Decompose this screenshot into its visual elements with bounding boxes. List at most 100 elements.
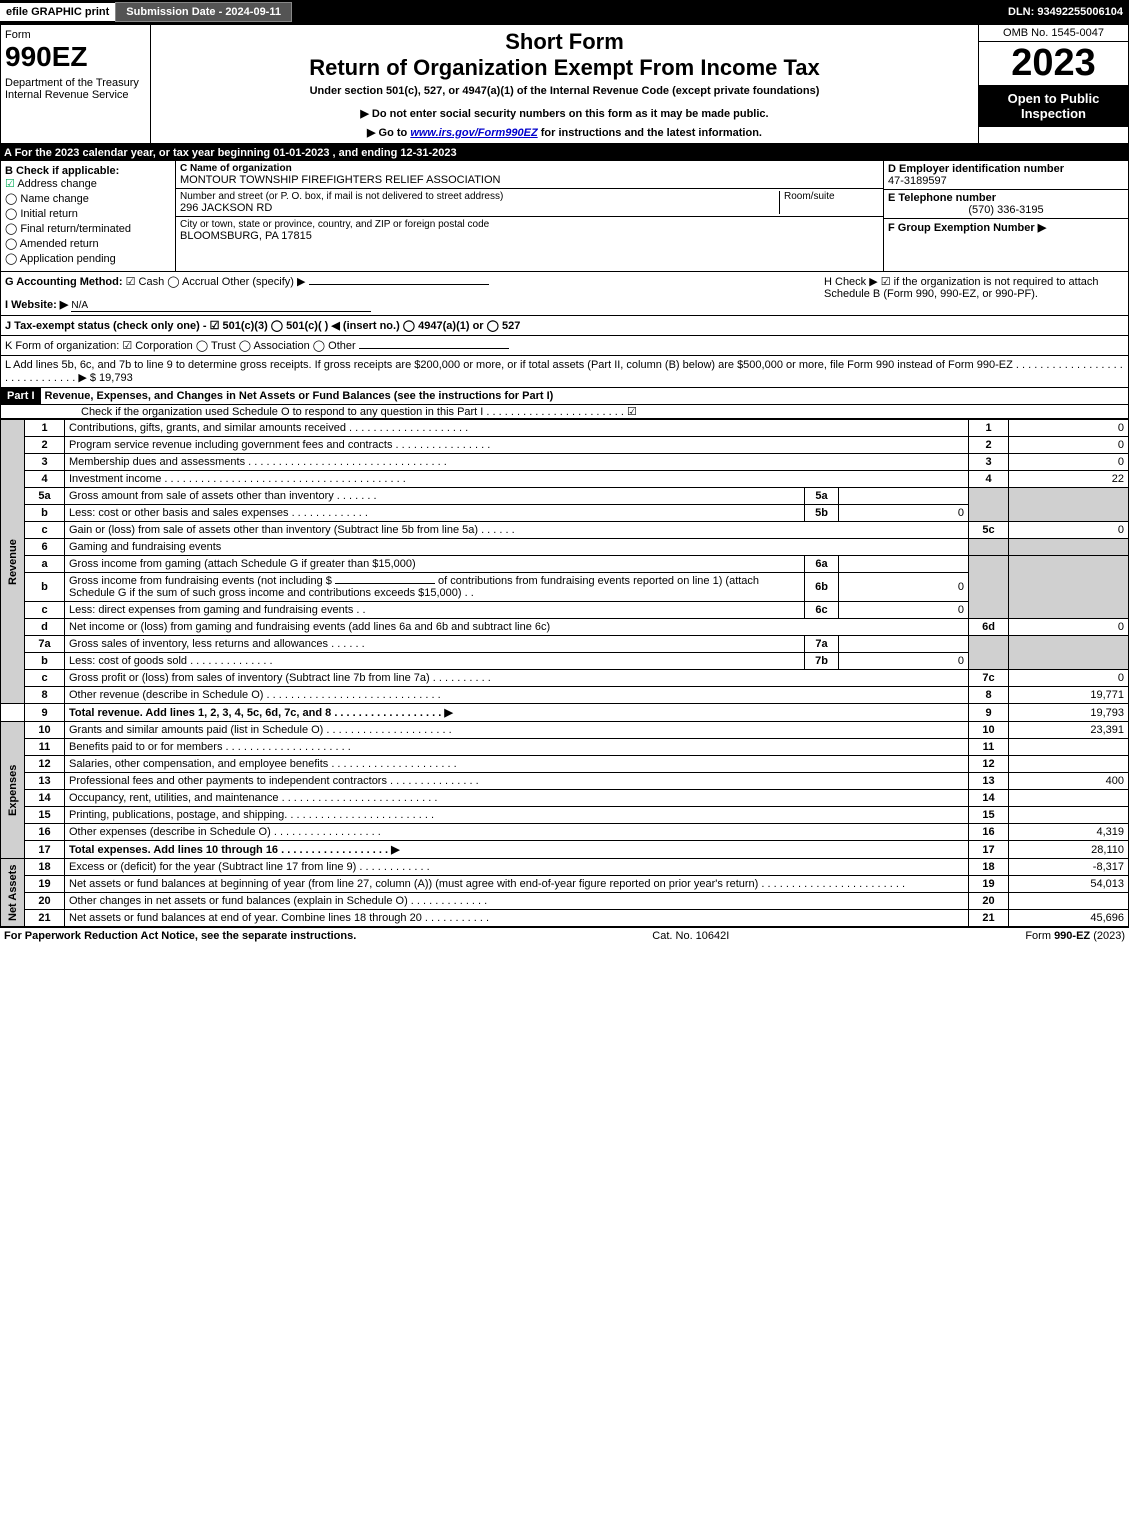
chk-final-return-label: Final return/terminated	[20, 223, 131, 235]
chk-address-change[interactable]: ☑ Address change	[5, 177, 171, 190]
line-18-box: 18	[969, 859, 1009, 876]
g-accrual[interactable]: ◯ Accrual	[167, 276, 218, 288]
g-cash[interactable]: ☑ Cash	[126, 276, 165, 288]
footer-right-pre: Form	[1025, 930, 1054, 942]
line-5a-desc: Gross amount from sale of assets other t…	[65, 488, 805, 505]
dept-label: Department of the Treasury Internal Reve…	[5, 77, 146, 101]
org-name-value: MONTOUR TOWNSHIP FIREFIGHTERS RELIEF ASS…	[180, 174, 879, 186]
line-4-desc: Investment income . . . . . . . . . . . …	[65, 471, 969, 488]
line-12-box: 12	[969, 756, 1009, 773]
line-17-desc: Total expenses. Add lines 10 through 16 …	[65, 841, 969, 859]
footer-right: Form 990-EZ (2023)	[1025, 930, 1125, 942]
line-5ab-box-shade	[969, 488, 1009, 522]
group-exemption-row: F Group Exemption Number ▶	[884, 219, 1128, 236]
line-9-box: 9	[969, 704, 1009, 722]
do-not-enter-text: ▶ Do not enter social security numbers o…	[155, 107, 974, 120]
gross-receipts-row: L Add lines 5b, 6c, and 7b to line 9 to …	[0, 356, 1129, 388]
line-20-amt	[1009, 893, 1129, 910]
netassets-side-label: Net Assets	[1, 859, 25, 927]
line-5b-samt: 0	[839, 505, 969, 522]
line-20-box: 20	[969, 893, 1009, 910]
line-6c-sub: 6c	[805, 602, 839, 619]
line-8-box: 8	[969, 687, 1009, 704]
line-6-num: 6	[25, 539, 65, 556]
part-i-badge: Part I	[1, 388, 41, 404]
submission-date-label: Submission Date - 2024-09-11	[115, 2, 292, 22]
chk-final-return[interactable]: ◯ Final return/terminated	[5, 222, 171, 235]
g-other-input[interactable]	[309, 284, 489, 285]
tel-label: E Telephone number	[888, 192, 1124, 204]
goto-instructions: ▶ Go to www.irs.gov/Form990EZ for instru…	[155, 126, 974, 139]
g-other[interactable]: Other (specify) ▶	[222, 276, 306, 288]
line-17-amt: 28,110	[1009, 841, 1129, 859]
line-6b-num: b	[25, 573, 65, 602]
line-7ab-box-shade	[969, 636, 1009, 670]
line-20-num: 20	[25, 893, 65, 910]
section-b-title: B Check if applicable:	[5, 165, 171, 177]
line-5b-sub: 5b	[805, 505, 839, 522]
line-7a-desc: Gross sales of inventory, less returns a…	[65, 636, 805, 653]
open-to-public: Open to Public Inspection	[979, 85, 1128, 127]
line-7c-amt: 0	[1009, 670, 1129, 687]
g-label: G Accounting Method:	[5, 276, 123, 288]
goto-link[interactable]: www.irs.gov/Form990EZ	[410, 127, 537, 139]
street-value: 296 JACKSON RD	[180, 202, 779, 214]
line-5c-desc: Gain or (loss) from sale of assets other…	[65, 522, 969, 539]
line-1-desc: Contributions, gifts, grants, and simila…	[65, 420, 969, 437]
j-label: J Tax-exempt status (check only one) - ☑…	[5, 320, 520, 332]
line-4-box: 4	[969, 471, 1009, 488]
line-15-num: 15	[25, 807, 65, 824]
chk-amended-return[interactable]: ◯ Amended return	[5, 237, 171, 250]
line-6b-samt: 0	[839, 573, 969, 602]
line-5a-sub: 5a	[805, 488, 839, 505]
line-13-num: 13	[25, 773, 65, 790]
line-5b-num: b	[25, 505, 65, 522]
chk-application-pending-label: Application pending	[20, 253, 116, 265]
line-18-desc: Excess or (deficit) for the year (Subtra…	[65, 859, 969, 876]
line-15-amt	[1009, 807, 1129, 824]
footer-left: For Paperwork Reduction Act Notice, see …	[4, 930, 356, 942]
line-11-num: 11	[25, 739, 65, 756]
line-16-amt: 4,319	[1009, 824, 1129, 841]
line-12-num: 12	[25, 756, 65, 773]
line-6d-amt: 0	[1009, 619, 1129, 636]
line-8-amt: 19,771	[1009, 687, 1129, 704]
line-7b-num: b	[25, 653, 65, 670]
line-14-box: 14	[969, 790, 1009, 807]
line-21-amt: 45,696	[1009, 910, 1129, 927]
k-other-input[interactable]	[359, 348, 509, 349]
chk-name-change[interactable]: ◯ Name change	[5, 192, 171, 205]
chk-initial-return[interactable]: ◯ Initial return	[5, 207, 171, 220]
goto-pre: ▶ Go to	[367, 127, 410, 139]
line-10-num: 10	[25, 722, 65, 739]
tel-value: (570) 336-3195	[888, 204, 1124, 216]
line-7c-desc: Gross profit or (loss) from sales of inv…	[65, 670, 969, 687]
line-16-box: 16	[969, 824, 1009, 841]
line-14-amt	[1009, 790, 1129, 807]
line-18-num: 18	[25, 859, 65, 876]
city-value: BLOOMSBURG, PA 17815	[180, 230, 879, 242]
footer-right-bold: 990-EZ	[1054, 930, 1090, 942]
line-6-box-shade	[969, 539, 1009, 556]
line-6b-input[interactable]	[335, 583, 435, 584]
header-bar: efile GRAPHIC print Submission Date - 20…	[0, 0, 1129, 24]
ein-label: D Employer identification number	[888, 163, 1124, 175]
line-12-desc: Salaries, other compensation, and employ…	[65, 756, 969, 773]
line-5b-desc: Less: cost or other basis and sales expe…	[65, 505, 805, 522]
line-13-desc: Professional fees and other payments to …	[65, 773, 969, 790]
line-21-box: 21	[969, 910, 1009, 927]
dln-label: DLN: 93492255006104	[1008, 6, 1129, 18]
tel-row: E Telephone number (570) 336-3195	[884, 190, 1128, 219]
chk-application-pending[interactable]: ◯ Application pending	[5, 252, 171, 265]
line-6a-num: a	[25, 556, 65, 573]
line-2-box: 2	[969, 437, 1009, 454]
line-6c-desc: Less: direct expenses from gaming and fu…	[65, 602, 805, 619]
line-21-num: 21	[25, 910, 65, 927]
line-7c-box: 7c	[969, 670, 1009, 687]
line-7b-desc: Less: cost of goods sold . . . . . . . .…	[65, 653, 805, 670]
line-19-box: 19	[969, 876, 1009, 893]
website-value: N/A	[71, 300, 371, 312]
line-10-amt: 23,391	[1009, 722, 1129, 739]
efile-print-label[interactable]: efile GRAPHIC print	[0, 3, 115, 21]
part-i-check-text: Check if the organization used Schedule …	[1, 405, 1128, 418]
